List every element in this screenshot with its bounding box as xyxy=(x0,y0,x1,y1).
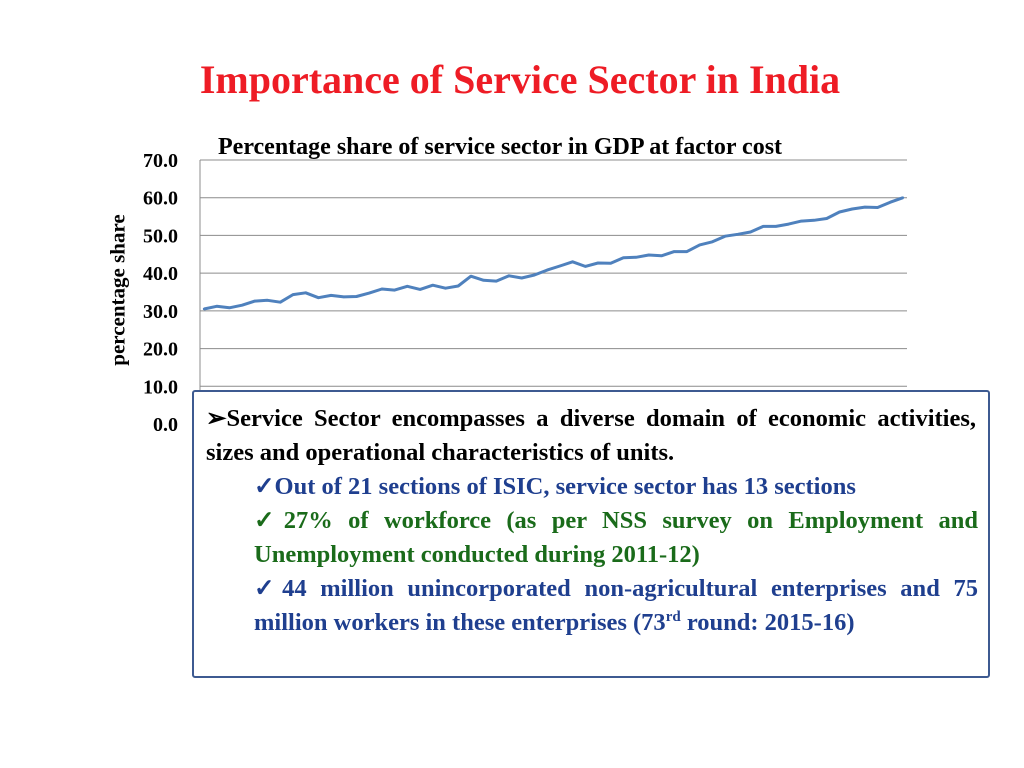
data-point xyxy=(291,293,295,296)
y-tick-label: 10.0 xyxy=(143,376,178,398)
data-point xyxy=(520,276,523,280)
data-point xyxy=(431,284,434,287)
data-point xyxy=(596,261,600,265)
data-point xyxy=(825,217,828,220)
data-point xyxy=(279,301,282,304)
arrow-bullet-icon: ➢ xyxy=(206,405,227,432)
data-point xyxy=(762,225,765,228)
data-point xyxy=(317,296,320,299)
data-point xyxy=(507,274,511,277)
data-point xyxy=(622,256,625,259)
data-point xyxy=(342,295,345,299)
data-point xyxy=(800,219,803,223)
data-point xyxy=(901,196,905,199)
check-item-3-sup: rd xyxy=(665,608,681,625)
data-point xyxy=(723,235,727,238)
data-point xyxy=(584,265,587,268)
data-point xyxy=(202,307,206,311)
data-point xyxy=(215,305,218,308)
y-tick-label: 50.0 xyxy=(143,225,178,247)
chart-series xyxy=(202,196,905,311)
data-point xyxy=(736,233,739,236)
series-line xyxy=(203,196,904,311)
data-point xyxy=(876,206,879,209)
data-point xyxy=(889,201,892,204)
y-tick-label: 70.0 xyxy=(143,150,178,172)
data-point xyxy=(558,264,562,268)
data-point xyxy=(253,299,256,303)
data-point xyxy=(469,275,473,278)
check-icon: ✓ xyxy=(254,507,284,534)
data-point xyxy=(673,250,676,253)
data-point xyxy=(533,273,536,277)
data-point xyxy=(304,291,307,294)
data-point xyxy=(660,254,663,257)
check-item-3-text-a: 44 million unincorporated non-agricultur… xyxy=(254,575,978,636)
data-point xyxy=(329,294,333,297)
data-point xyxy=(444,287,447,290)
data-point xyxy=(393,288,396,292)
bullet-main-text: Service Sector encompasses a diverse dom… xyxy=(206,405,976,466)
check-icon: ✓ xyxy=(254,575,283,602)
y-tick-label: 60.0 xyxy=(143,188,178,210)
data-point xyxy=(647,253,650,257)
data-point xyxy=(571,260,574,263)
data-point xyxy=(482,279,485,282)
data-point xyxy=(368,291,371,295)
check-item-3: ✓44 million unincorporated non-agricultu… xyxy=(254,572,978,640)
y-tick-label: 30.0 xyxy=(143,301,178,323)
data-point xyxy=(812,219,816,222)
y-tick-label: 40.0 xyxy=(143,263,178,285)
data-point xyxy=(787,222,790,226)
bullet-main: ➢Service Sector encompasses a diverse do… xyxy=(206,402,976,470)
data-point xyxy=(711,240,714,243)
data-point xyxy=(545,268,549,272)
data-point xyxy=(851,207,854,211)
check-item-1: ✓Out of 21 sections of ISIC, service sec… xyxy=(254,470,978,504)
data-point xyxy=(495,279,498,283)
info-textbox: ➢Service Sector encompasses a diverse do… xyxy=(192,390,990,678)
check-icon: ✓ xyxy=(254,473,275,500)
data-point xyxy=(228,306,231,309)
data-point xyxy=(240,304,244,307)
check-item-3-text-b: round: 2015-16) xyxy=(680,609,855,636)
data-point xyxy=(685,250,689,253)
check-item-2-text: 27% of workforce (as per NSS survey on E… xyxy=(254,507,979,568)
data-point xyxy=(863,205,867,209)
data-point xyxy=(774,225,778,228)
data-point xyxy=(838,210,841,214)
y-tick-label: 0.0 xyxy=(153,414,178,436)
data-point xyxy=(380,287,384,291)
check-item-2: ✓27% of workforce (as per NSS survey on … xyxy=(254,504,978,572)
data-point xyxy=(457,284,460,288)
data-point xyxy=(406,285,409,288)
data-point xyxy=(698,243,701,247)
data-point xyxy=(418,288,422,291)
slide-title: Importance of Service Sector in India xyxy=(199,57,841,102)
data-point xyxy=(634,256,638,259)
chart-title: Percentage share of service sector in GD… xyxy=(218,134,783,160)
data-point xyxy=(749,230,752,234)
y-tick-label: 20.0 xyxy=(143,339,178,361)
data-point xyxy=(355,295,358,298)
check-item-1-text: Out of 21 sections of ISIC, service sect… xyxy=(274,473,856,500)
y-axis-ticks: 70.0 60.0 50.0 40.0 30.0 20.0 10.0 0.0 xyxy=(143,150,178,436)
data-point xyxy=(266,299,269,302)
data-point xyxy=(609,262,612,265)
